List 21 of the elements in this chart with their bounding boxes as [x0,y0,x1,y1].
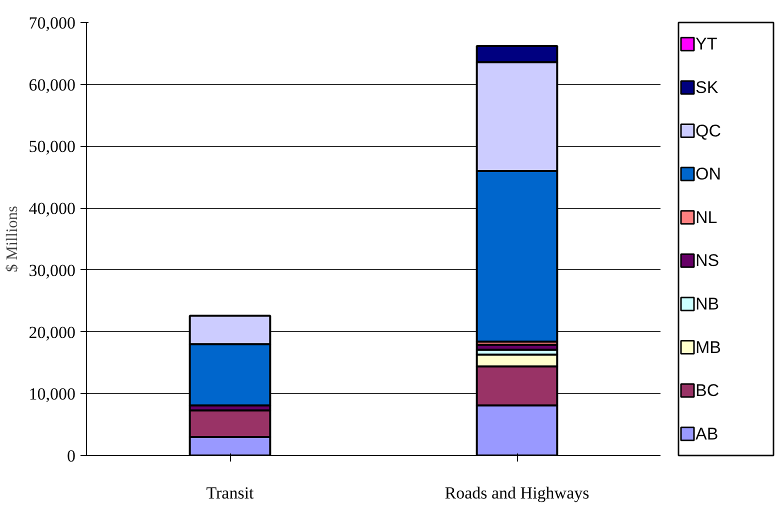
y-tick-label: 40,000 [28,199,76,218]
legend-label: NL [696,208,718,227]
y-tick-label: 60,000 [28,75,76,94]
legend-label: AB [696,424,718,444]
legend-label: NS [696,251,720,270]
legend-label: SK [696,78,719,97]
legend-label: NB [696,294,720,314]
y-tick-label: 30,000 [28,260,76,280]
y-tick-label: 50,000 [28,137,76,156]
legend-label: MB [696,338,721,357]
y-tick-label: 70,000 [28,14,76,32]
legend-label: YT [696,34,718,54]
x-tick-label: Roads and Highways [444,484,590,502]
y-axis-title: $ Millions [4,206,21,272]
x-tick-label: Transit [206,484,254,502]
y-tick-label: 0 [67,446,76,466]
y-tick-label: 20,000 [28,322,76,342]
legend-label: ON [696,164,721,184]
legend-label: QC [696,121,721,140]
legend-label: BC [696,381,720,400]
y-tick-label: 10,000 [28,384,76,404]
